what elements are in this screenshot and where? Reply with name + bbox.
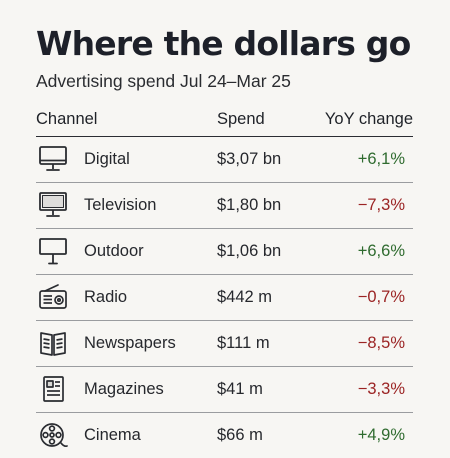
yoy-change-value: −3,3%	[357, 380, 405, 398]
table-row: Digital $3,07 bn +6,1%	[36, 137, 413, 183]
page-title: Where the dollars go	[36, 24, 411, 63]
table-row: Outdoor $1,06 bn +6,6%	[36, 229, 413, 275]
yoy-change-value: +6,1%	[357, 150, 405, 168]
table-row: Cinema $66 m +4,9%	[36, 413, 413, 458]
spend-value: $66 m	[217, 426, 263, 444]
table-row: Radio $442 m −0,7%	[36, 275, 413, 321]
column-header-channel: Channel	[36, 110, 98, 128]
channel-name: Cinema	[84, 426, 141, 444]
tv-icon	[38, 191, 68, 219]
monitor-icon	[38, 145, 68, 173]
channel-name: Digital	[84, 150, 130, 168]
spend-table: Channel Spend YoY change Digital $3,07 b…	[36, 106, 413, 458]
column-header-spend: Spend	[217, 110, 265, 128]
table-row: Newspapers $111 m −8,5%	[36, 321, 413, 367]
channel-name: Magazines	[84, 380, 164, 398]
table-header: Channel Spend YoY change	[36, 106, 413, 137]
newspaper-icon	[38, 329, 68, 357]
channel-name: Outdoor	[84, 242, 144, 260]
yoy-change-value: −7,3%	[357, 196, 405, 214]
page: Where the dollars go Advertising spend J…	[36, 22, 413, 448]
spend-value: $1,06 bn	[217, 242, 282, 260]
table-row: Television $1,80 bn −7,3%	[36, 183, 413, 229]
spend-value: $41 m	[217, 380, 263, 398]
yoy-change-value: +4,9%	[357, 426, 405, 444]
magazine-icon	[38, 375, 68, 403]
spend-value: $442 m	[217, 288, 273, 306]
radio-icon	[38, 283, 68, 311]
yoy-change-value: −8,5%	[357, 334, 405, 352]
spend-value: $3,07 bn	[217, 150, 282, 168]
yoy-change-value: −0,7%	[357, 288, 405, 306]
column-header-yoy-change: YoY change	[324, 110, 413, 128]
channel-name: Television	[84, 196, 157, 214]
channel-name: Radio	[84, 288, 128, 306]
spend-value: $1,80 bn	[217, 196, 282, 214]
table-row: Magazines $41 m −3,3%	[36, 367, 413, 413]
spend-value: $111 m	[217, 334, 270, 352]
page-subtitle: Advertising spend Jul 24–Mar 25	[36, 71, 291, 91]
film-reel-icon	[38, 421, 68, 449]
yoy-change-value: +6,6%	[357, 242, 405, 260]
billboard-icon	[38, 237, 68, 265]
channel-name: Newspapers	[84, 334, 176, 352]
